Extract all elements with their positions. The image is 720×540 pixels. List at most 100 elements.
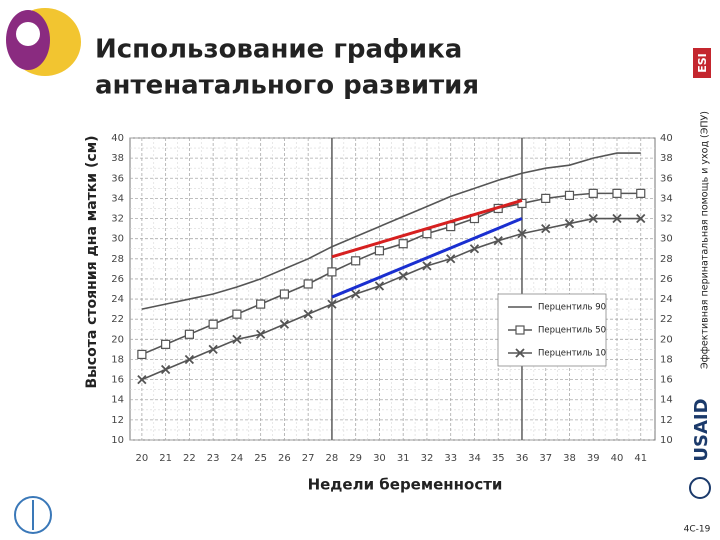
marker-square bbox=[303, 279, 313, 289]
marker-x bbox=[327, 299, 337, 309]
y-tick-label: 40 bbox=[111, 133, 124, 144]
marker-square bbox=[256, 299, 266, 309]
marker-square bbox=[541, 193, 551, 203]
y-tick-label-right: 12 bbox=[660, 415, 673, 426]
y-tick-label-right: 26 bbox=[660, 274, 673, 285]
marker-square bbox=[327, 267, 337, 277]
y-tick-label: 34 bbox=[111, 193, 124, 204]
y-tick-label-right: 38 bbox=[660, 153, 673, 164]
marker-x bbox=[515, 348, 525, 358]
marker-x bbox=[351, 289, 361, 299]
series-line bbox=[141, 217, 641, 381]
y-tick-label: 10 bbox=[111, 435, 124, 446]
x-tick-label: 39 bbox=[587, 453, 600, 464]
x-tick-label: 31 bbox=[397, 453, 410, 464]
y-tick-label: 36 bbox=[111, 173, 124, 184]
x-tick-label: 26 bbox=[278, 453, 291, 464]
legend-label: Перцентиль 10 bbox=[538, 349, 606, 359]
marker-x bbox=[303, 309, 313, 319]
badge: ESI bbox=[696, 53, 709, 73]
marker-x bbox=[256, 329, 266, 339]
marker-x bbox=[279, 319, 290, 329]
x-tick-label: 37 bbox=[539, 453, 552, 464]
y-tick-label-right: 36 bbox=[660, 173, 673, 184]
marker-square bbox=[612, 188, 622, 198]
x-tick-label: 38 bbox=[563, 453, 576, 464]
x-tick-label: 25 bbox=[254, 453, 267, 464]
marker-x bbox=[374, 281, 385, 291]
title: антенатального развития bbox=[95, 71, 479, 101]
y-tick-label: 30 bbox=[111, 234, 124, 245]
marker-square bbox=[517, 198, 527, 209]
marker-square bbox=[161, 339, 171, 349]
x-tick-label: 21 bbox=[159, 453, 172, 464]
x-tick-label: 33 bbox=[444, 453, 457, 464]
marker-square bbox=[564, 190, 575, 200]
y-tick-label: 32 bbox=[111, 214, 124, 225]
y-tick-label: 12 bbox=[111, 415, 124, 426]
marker-x bbox=[184, 354, 195, 365]
x-tick-label: 32 bbox=[421, 453, 434, 464]
marker-square bbox=[515, 325, 525, 335]
x-tick-label: 30 bbox=[373, 453, 386, 464]
y-tick-label: 14 bbox=[111, 395, 124, 406]
x-tick-label: 36 bbox=[516, 453, 529, 464]
marker-x bbox=[469, 244, 480, 254]
plot: 10 10 12 12 14 14 16 16 18 18 20 20 22 22 24 24 26 26 28 28… bbox=[111, 133, 672, 464]
marker-x bbox=[160, 364, 171, 375]
series-line bbox=[141, 152, 641, 310]
series-line bbox=[141, 192, 641, 356]
marker-square bbox=[137, 349, 147, 360]
trend-line bbox=[331, 217, 523, 299]
marker-square bbox=[374, 246, 385, 256]
marker-x bbox=[232, 334, 242, 344]
marker-x bbox=[398, 271, 408, 281]
x-tick-label: 41 bbox=[634, 453, 647, 464]
y-tick-label: 24 bbox=[111, 294, 124, 305]
y-tick-label: 26 bbox=[111, 274, 124, 285]
side-text: Эффективная перинатальная помощь и уход … bbox=[700, 111, 711, 369]
marker-x bbox=[541, 223, 551, 234]
y-tick-label-right: 22 bbox=[660, 314, 673, 325]
x-tick-label: 35 bbox=[492, 453, 505, 464]
marker-square bbox=[351, 256, 361, 266]
x-tick-label: 29 bbox=[349, 453, 362, 464]
legend-label: Перцентиль 90 bbox=[538, 303, 606, 313]
marker-x bbox=[208, 344, 218, 355]
marker-x bbox=[493, 236, 503, 246]
y-tick-label-right: 40 bbox=[660, 133, 673, 144]
y-tick-label-right: 32 bbox=[660, 214, 673, 225]
y-tick-label: 16 bbox=[111, 375, 124, 386]
usaid-seal bbox=[689, 477, 711, 499]
y-tick-label: 22 bbox=[111, 314, 124, 325]
y-tick-label: 28 bbox=[111, 254, 124, 265]
y-tick-label-right: 24 bbox=[660, 294, 673, 305]
y-tick-label-right: 20 bbox=[660, 334, 673, 345]
x-tick-label: 20 bbox=[136, 453, 149, 464]
y-tick-label-right: 34 bbox=[660, 193, 673, 204]
marker-x bbox=[612, 213, 622, 224]
x-tick-label: 28 bbox=[326, 453, 339, 464]
title: Использование графика bbox=[95, 35, 462, 65]
top-logo bbox=[6, 8, 81, 76]
x-tick-label: 24 bbox=[231, 453, 244, 464]
marker-x bbox=[137, 374, 147, 385]
x-axis-label: Недели беременности bbox=[308, 476, 503, 494]
marker-square bbox=[398, 239, 408, 249]
y-tick-label-right: 16 bbox=[660, 375, 673, 386]
y-tick-label-right: 10 bbox=[660, 435, 673, 446]
marker-x bbox=[422, 261, 432, 271]
trend-line bbox=[331, 198, 523, 259]
y-tick-label: 38 bbox=[111, 153, 124, 164]
legend: Перцентиль 90 Перцентиль 50 Перцентиль 10 bbox=[497, 293, 607, 367]
plot-area bbox=[129, 137, 656, 441]
marker-x bbox=[564, 218, 575, 229]
legend-label: Перцентиль 50 bbox=[538, 326, 606, 336]
y-axis-label: Высота стояния дна матки (см) bbox=[84, 135, 100, 388]
marker-x bbox=[517, 228, 527, 239]
y-tick-label-right: 14 bbox=[660, 395, 673, 406]
badge-box bbox=[693, 48, 711, 78]
x-tick-label: 27 bbox=[302, 453, 315, 464]
marker-square bbox=[279, 289, 290, 299]
marker-square bbox=[636, 188, 646, 198]
